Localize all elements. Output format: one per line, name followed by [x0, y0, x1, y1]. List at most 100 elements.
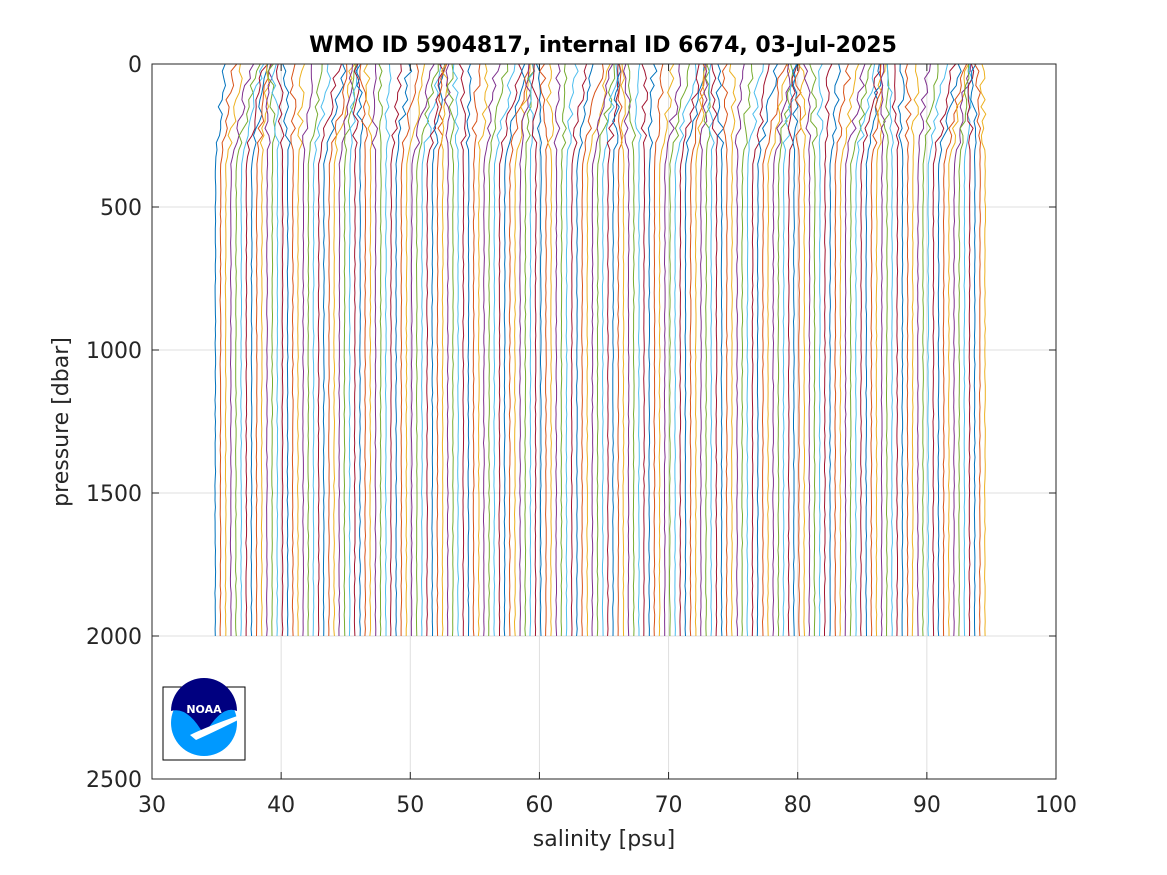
- profile-line: [560, 63, 568, 637]
- profile-line: [296, 63, 306, 637]
- profile-line: [823, 63, 833, 636]
- profile-line: [979, 63, 987, 637]
- profile-line: [963, 63, 973, 637]
- profile-line: [668, 63, 690, 636]
- profile-line: [958, 63, 970, 636]
- profile-line: [596, 63, 616, 637]
- profile-line: [535, 63, 542, 637]
- profile-line: [694, 63, 709, 636]
- logo-inner-band: [171, 678, 237, 735]
- profile-line: [658, 63, 675, 637]
- profile-line: [581, 63, 605, 636]
- profile-line: [932, 63, 957, 637]
- profile-line: [328, 63, 348, 637]
- profile-line: [498, 63, 523, 636]
- profile-line: [371, 63, 379, 637]
- profile-line: [904, 63, 912, 637]
- profile-line: [839, 63, 860, 637]
- profile-line: [264, 63, 273, 637]
- profile-line: [312, 63, 332, 637]
- profile-line: [458, 63, 467, 636]
- profile-line: [699, 63, 708, 637]
- profile-line: [729, 63, 737, 637]
- profile-line: [395, 63, 413, 637]
- profile-line: [854, 63, 876, 637]
- profile-line: [282, 63, 291, 637]
- profile-line: [674, 63, 697, 637]
- profile-line: [627, 63, 637, 637]
- profile-line: [443, 63, 451, 636]
- x-tick-label: 100: [1035, 793, 1077, 818]
- noaa-logo: NOAA: [162, 678, 246, 761]
- profile-line: [746, 63, 764, 637]
- profile-line: [333, 63, 356, 637]
- profile-line: [240, 63, 265, 637]
- profile-line: [772, 63, 791, 637]
- profile-line: [947, 63, 970, 636]
- profile-line: [359, 63, 368, 637]
- profile-line: [482, 63, 501, 637]
- profile-line: [761, 63, 788, 637]
- profile-line: [715, 63, 725, 637]
- profile-line: [565, 63, 579, 637]
- profile-line: [634, 63, 642, 636]
- profile-line: [389, 63, 402, 637]
- profile-line: [767, 63, 791, 637]
- profile-line: [844, 63, 866, 637]
- profile-line: [400, 63, 419, 636]
- profile-line: [787, 63, 798, 637]
- x-axis-ticks: 30 40 50 60 70 80 90 100: [138, 64, 1077, 818]
- profile-line: [410, 63, 435, 636]
- profile-line: [653, 63, 664, 637]
- profile-line: [734, 63, 745, 636]
- x-tick-label: 30: [138, 793, 166, 818]
- profile-line: [623, 63, 631, 637]
- profile-line: [420, 63, 442, 637]
- profile-line: [219, 63, 238, 637]
- profile-line: [271, 63, 280, 637]
- profile-line: [343, 63, 357, 637]
- profile-line: [942, 63, 968, 637]
- profile-line: [710, 63, 718, 637]
- profile-line: [606, 63, 619, 637]
- profile-line: [792, 63, 799, 637]
- profile-line: [620, 63, 626, 637]
- profile-line: [809, 63, 818, 636]
- profile-line: [224, 63, 243, 637]
- profile-line: [307, 63, 323, 637]
- profile-line: [865, 63, 882, 637]
- profile-lines: [214, 63, 987, 637]
- x-tick-label: 50: [396, 793, 424, 818]
- profile-line: [431, 63, 446, 637]
- x-tick-label: 80: [784, 793, 812, 818]
- y-tick-label: 1000: [86, 339, 142, 364]
- profile-line: [689, 63, 708, 637]
- profile-line: [612, 63, 622, 637]
- axes-box: [151, 63, 1057, 780]
- profile-line: [834, 63, 852, 637]
- profile-line: [883, 63, 890, 637]
- profile-line: [576, 63, 594, 637]
- profile-line: [524, 63, 535, 637]
- y-tick-label: 2000: [86, 625, 142, 650]
- profile-line: [426, 63, 444, 637]
- profile-line: [513, 64, 531, 637]
- profile-line: [355, 63, 364, 637]
- profile-line: [553, 63, 561, 637]
- profile-line: [519, 63, 532, 637]
- y-tick-label: 500: [100, 196, 142, 221]
- x-tick-label: 90: [913, 793, 941, 818]
- profile-line: [640, 63, 649, 637]
- profile-line: [937, 63, 962, 637]
- profile-line: [663, 63, 682, 636]
- profile-line: [794, 63, 802, 637]
- profile-line: [967, 63, 975, 637]
- y-tick-label: 1500: [86, 482, 142, 507]
- y-tick-label: 2500: [86, 768, 142, 793]
- profile-line: [880, 63, 886, 637]
- profile-line: [377, 63, 383, 637]
- profile-line: [348, 63, 359, 637]
- profile-line: [684, 63, 705, 637]
- profile-line: [255, 63, 272, 637]
